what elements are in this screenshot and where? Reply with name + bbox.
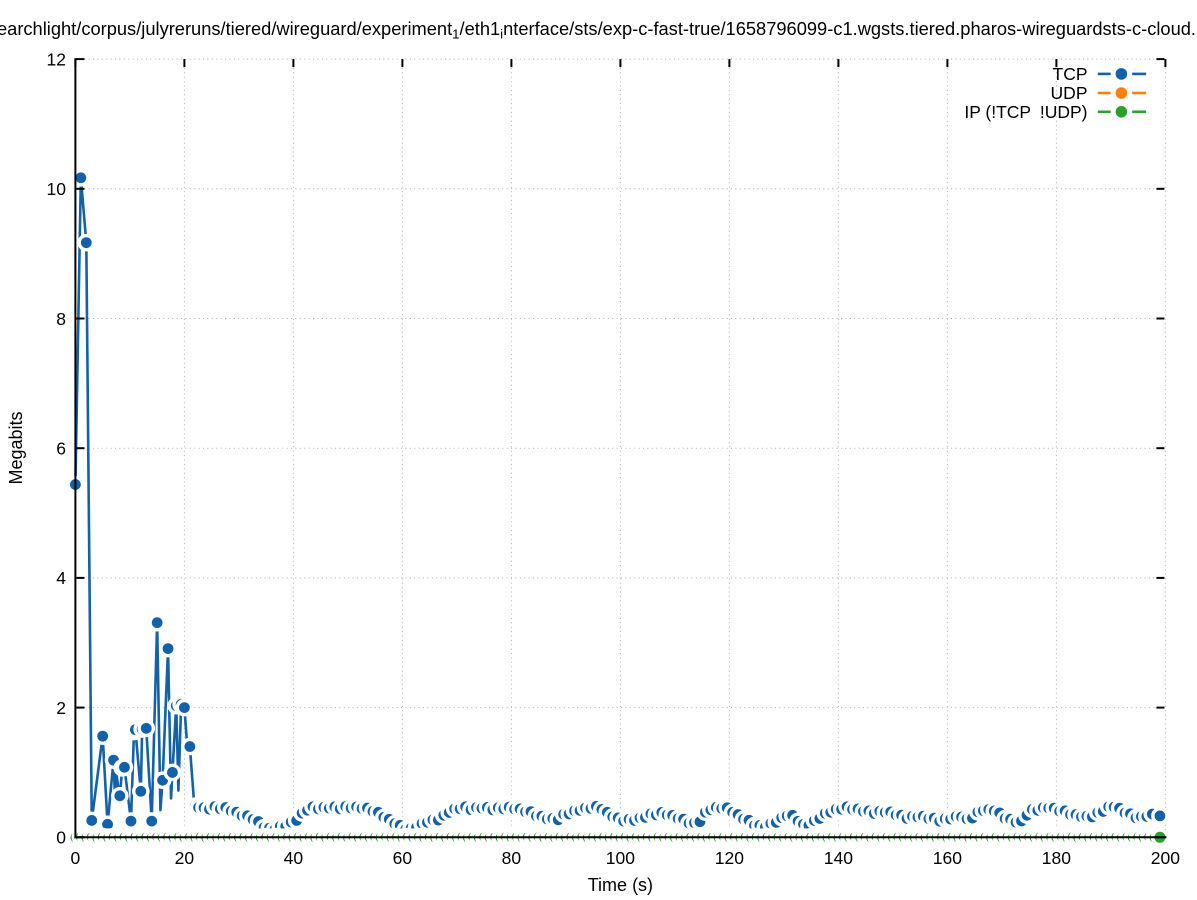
svg-text:4: 4 (56, 568, 66, 588)
svg-text:0: 0 (71, 848, 81, 868)
svg-text:10: 10 (47, 179, 67, 199)
svg-text:IP (!TCP !UDP): IP (!TCP !UDP) (964, 102, 1087, 122)
svg-text:Time (s): Time (s) (588, 875, 653, 895)
svg-text:40: 40 (284, 848, 304, 868)
svg-text:60: 60 (393, 848, 413, 868)
svg-text:12: 12 (47, 49, 66, 69)
svg-text:160: 160 (933, 848, 962, 868)
svg-text:earchlight/corpus/julyreruns/t: earchlight/corpus/julyreruns/tiered/wire… (0, 19, 1196, 42)
svg-text:TCP: TCP (1053, 64, 1088, 84)
svg-text:UDP: UDP (1051, 83, 1088, 103)
svg-text:Megabits: Megabits (6, 411, 26, 484)
svg-text:2: 2 (56, 698, 66, 718)
svg-text:120: 120 (715, 848, 744, 868)
svg-text:200: 200 (1151, 848, 1180, 868)
svg-text:6: 6 (56, 439, 66, 459)
svg-text:180: 180 (1042, 848, 1071, 868)
svg-text:0: 0 (56, 828, 66, 848)
svg-text:8: 8 (56, 309, 66, 329)
svg-text:20: 20 (175, 848, 195, 868)
svg-text:80: 80 (502, 848, 522, 868)
svg-text:100: 100 (606, 848, 635, 868)
svg-text:140: 140 (824, 848, 853, 868)
